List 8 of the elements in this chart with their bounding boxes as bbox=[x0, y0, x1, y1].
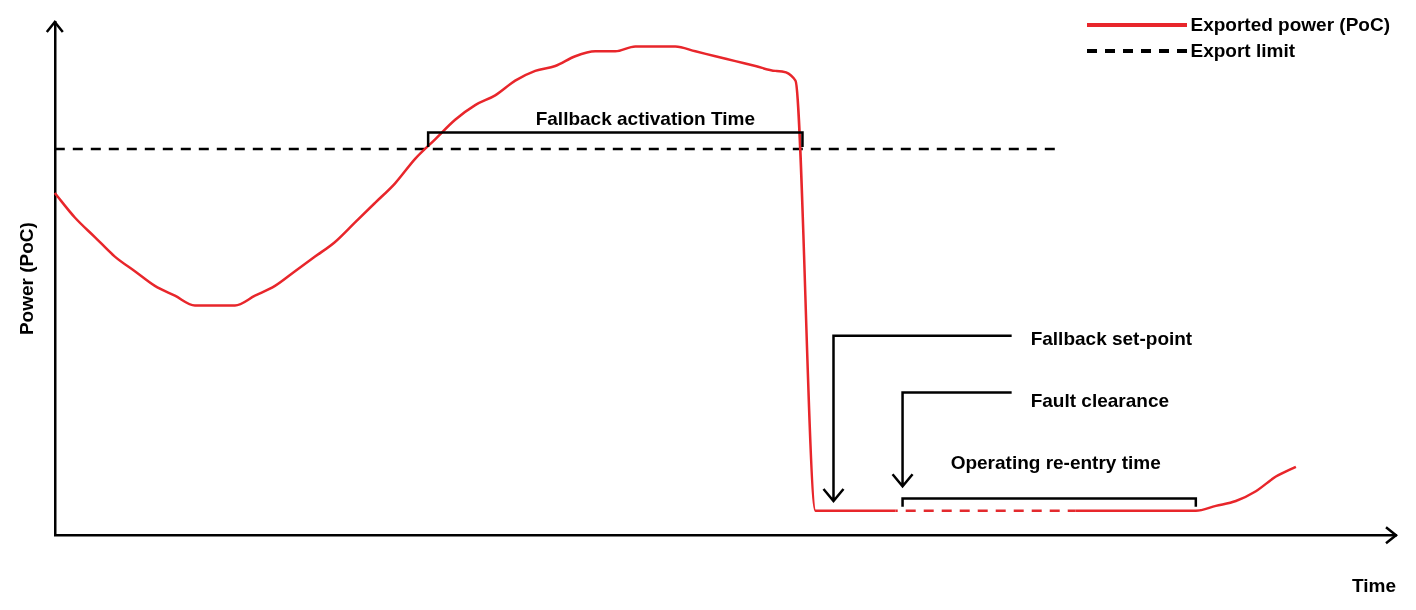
annotation: Fallback activation Time bbox=[535, 107, 755, 129]
y-axis-title: Power (PoC) bbox=[15, 222, 37, 336]
annotation: Fault clearance bbox=[1030, 390, 1170, 412]
annotation: Fallback set-point bbox=[1030, 327, 1193, 349]
legend-label: Exported power (PoC) bbox=[1190, 13, 1390, 37]
legend-label: Export limit bbox=[1190, 39, 1295, 63]
x-axis-title: Time bbox=[1351, 574, 1396, 596]
annotation: Operating re-entry time bbox=[950, 452, 1161, 474]
